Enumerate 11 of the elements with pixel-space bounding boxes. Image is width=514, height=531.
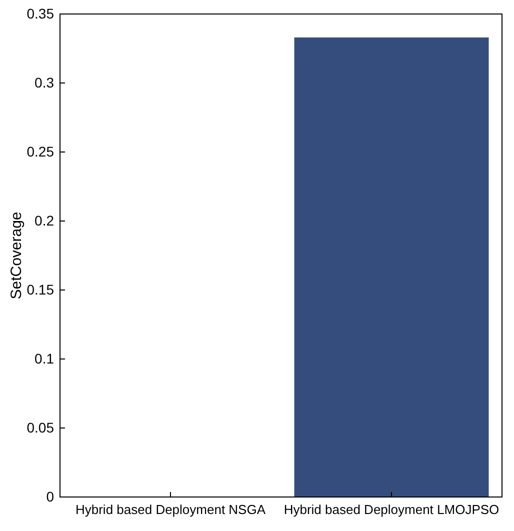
y-tick-label: 0.25 (26, 143, 54, 160)
x-tick-label: Hybrid based Deployment NSGA (75, 502, 266, 518)
y-tick-label: 0 (46, 488, 54, 504)
y-tick-label: 0.15 (26, 281, 54, 298)
y-tick-label: 0.1 (34, 350, 54, 366)
y-tick-label: 0.2 (34, 212, 54, 228)
y-axis-title: SetCoverage (8, 212, 25, 300)
y-tick-label: 0.3 (34, 74, 54, 90)
y-tick-label: 0.05 (26, 419, 54, 436)
x-tick-label: Hybrid based Deployment LMOJPSO (284, 502, 500, 518)
y-tick-label: 0.35 (26, 5, 54, 22)
